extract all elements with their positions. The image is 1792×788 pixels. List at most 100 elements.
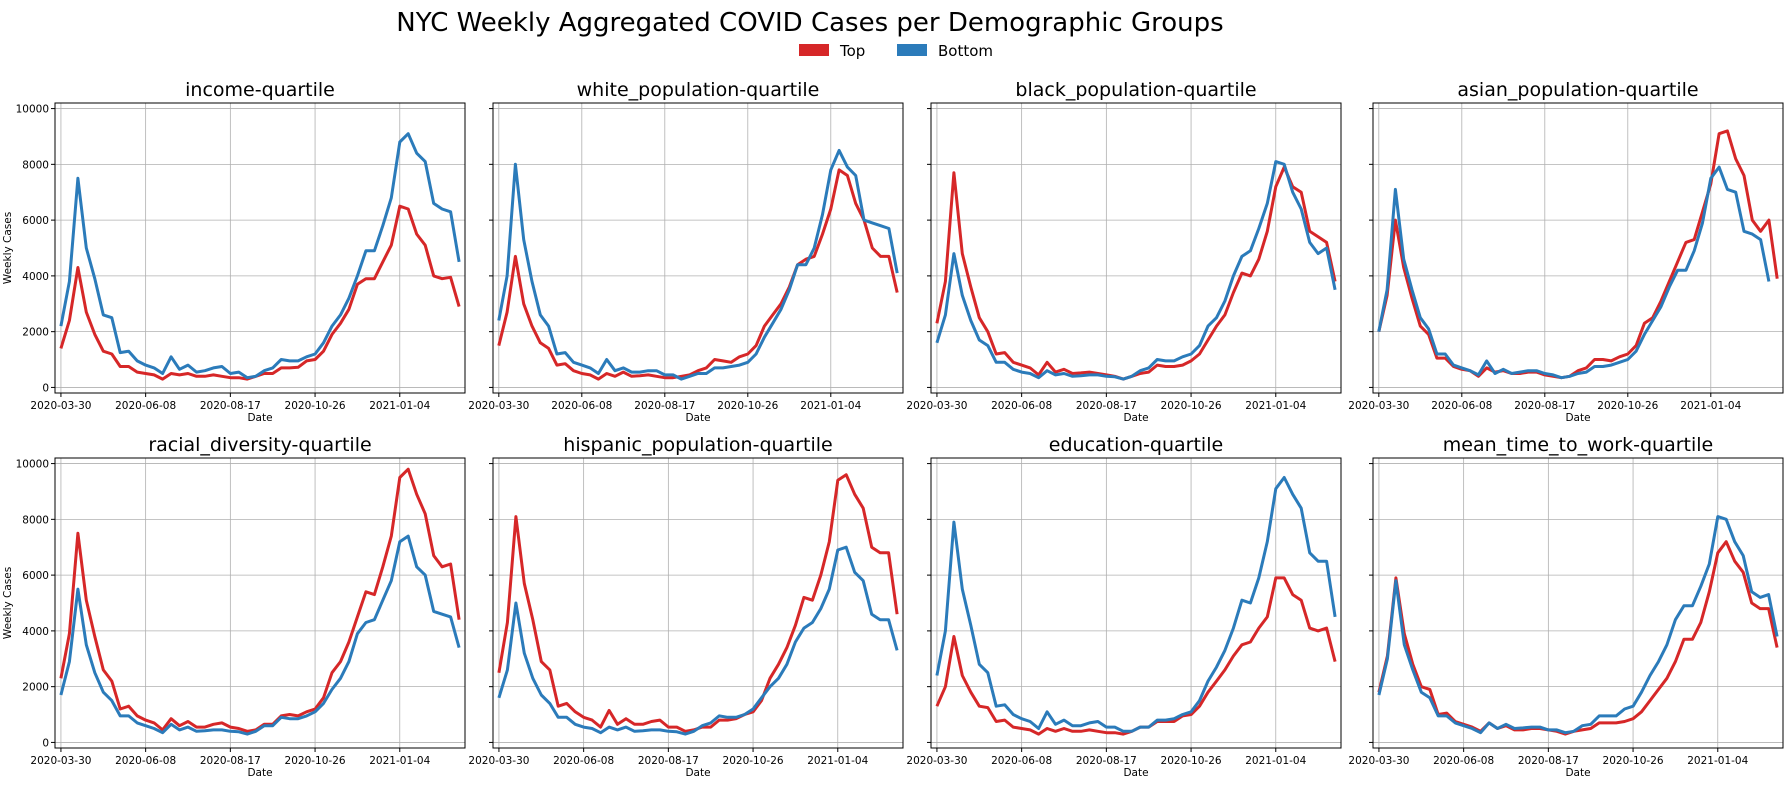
series-line-bottom [59,132,461,380]
axes-frame [1372,457,1784,749]
x-tick-label: 2020-03-30 [906,755,967,767]
axes-frame [492,457,904,749]
x-tick-label: 2020-06-08 [991,400,1052,412]
figure-title: NYC Weekly Aggregated COVID Cases per De… [396,8,1223,38]
x-axis-label: Date [247,767,272,779]
subplot-title: black_population-quartile [1015,79,1256,101]
y-tick-label: 2000 [22,327,49,339]
series-line-bottom [497,148,899,381]
series-line-top [1377,540,1779,736]
series-line-top [935,165,1337,381]
x-tick-label: 2020-10-26 [717,400,778,412]
subplot-title: asian_population-quartile [1457,79,1698,101]
x-axis-label: Date [1565,412,1590,424]
legend: Top Bottom [799,42,993,60]
x-tick-label: 2020-03-30 [468,400,529,412]
x-tick-label: 2021-01-04 [369,755,430,767]
x-tick-label: 2021-01-04 [800,400,861,412]
x-tick-label: 2020-06-08 [115,755,176,767]
x-tick-label: 2021-01-04 [1245,755,1306,767]
y-axis-label: Weekly Cases [2,212,14,284]
subplot: 2020-03-30 2020-06-08 2020-08-17 2020-10-26… [906,434,1342,779]
series-line-top [935,576,1337,736]
series-line-top [497,473,899,733]
axes-frame [492,102,904,394]
x-tick-label: 2020-03-30 [906,400,967,412]
x-tick-label: 2020-03-30 [1348,755,1409,767]
subplot-title: hispanic_population-quartile [563,434,832,456]
x-tick-label: 2020-06-08 [991,755,1052,767]
x-tick-label: 2020-06-08 [115,400,176,412]
y-tick-label: 2000 [22,682,49,694]
x-tick-label: 2020-08-17 [1514,400,1575,412]
subplot: 0 2000 4000 6000 8000 10000 2020-03-30 2020-06-… [2,434,466,779]
x-tick-label: 2020-06-08 [1433,755,1494,767]
x-tick-label: 2020-10-26 [1597,400,1658,412]
y-axis-label: Weekly Cases [2,567,14,639]
x-axis-label: Date [247,412,272,424]
series-line-bottom [1377,515,1779,735]
x-tick-label: 2020-08-17 [1076,755,1137,767]
legend-swatch-bottom [897,44,927,56]
x-axis-label: Date [685,412,710,424]
y-tick-label: 4000 [22,626,49,638]
legend-label-bottom: Bottom [938,42,993,60]
axes-frame [930,102,1342,394]
x-tick-label: 2020-10-26 [1603,755,1664,767]
subplot: 2020-03-30 2020-06-08 2020-08-17 2020-10-26… [468,79,904,424]
y-tick-label: 10000 [16,104,49,116]
x-tick-label: 2020-08-17 [1076,400,1137,412]
y-tick-label: 10000 [16,459,49,471]
x-tick-label: 2020-03-30 [1348,400,1409,412]
subplot: 2020-03-30 2020-06-08 2020-08-17 2020-10-26… [1348,79,1784,424]
x-tick-label: 2020-10-26 [285,755,346,767]
x-tick-label: 2021-01-04 [807,755,868,767]
x-tick-label: 2020-08-17 [200,400,261,412]
x-tick-label: 2021-01-04 [1245,400,1306,412]
x-tick-label: 2020-10-26 [723,755,784,767]
series-line-bottom [935,476,1337,733]
subplot-title: mean_time_to_work-quartile [1443,434,1713,456]
subplot-title: racial_diversity-quartile [148,434,371,456]
x-tick-label: 2020-10-26 [1161,400,1222,412]
y-tick-label: 8000 [22,514,49,526]
x-axis-label: Date [1123,767,1148,779]
legend-label-top: Top [839,42,865,60]
x-tick-label: 2020-10-26 [285,400,346,412]
series-line-bottom [1377,165,1771,380]
panels: 0 2000 4000 6000 8000 10000 2020-03-30 2020-06-… [2,79,1784,779]
x-tick-label: 2021-01-04 [1680,400,1741,412]
x-tick-label: 2020-03-30 [30,400,91,412]
x-tick-label: 2020-03-30 [468,755,529,767]
x-tick-label: 2020-08-17 [1518,755,1579,767]
series-line-bottom [935,160,1337,381]
axes-frame [1372,102,1784,394]
y-tick-label: 8000 [22,159,49,171]
x-tick-label: 2020-06-08 [551,400,612,412]
subplot-title: education-quartile [1049,434,1223,456]
x-tick-label: 2020-08-17 [200,755,261,767]
series-line-bottom [59,534,461,736]
x-tick-label: 2020-08-17 [634,400,695,412]
y-tick-label: 0 [42,382,49,394]
subplot: 2020-03-30 2020-06-08 2020-08-17 2020-10-26… [468,434,904,779]
x-tick-label: 2020-10-26 [1161,755,1222,767]
y-tick-label: 0 [42,737,49,749]
subplot-title: income-quartile [185,79,335,101]
subplot: 2020-03-30 2020-06-08 2020-08-17 2020-10-26… [1348,434,1784,779]
axes-frame [54,457,466,749]
x-tick-label: 2020-06-08 [553,755,614,767]
x-axis-label: Date [1123,412,1148,424]
x-tick-label: 2021-01-04 [1687,755,1748,767]
series-line-bottom [497,545,899,736]
axes-frame [930,457,1342,749]
subplot: 2020-03-30 2020-06-08 2020-08-17 2020-10-26… [906,79,1342,424]
subplot: 0 2000 4000 6000 8000 10000 2020-03-30 2020-06-… [2,79,466,424]
x-tick-label: 2020-06-08 [1431,400,1492,412]
y-tick-label: 6000 [22,570,49,582]
series-line-top [59,467,461,733]
axes-frame [54,102,466,394]
x-tick-label: 2020-08-17 [638,755,699,767]
x-tick-label: 2020-03-30 [30,755,91,767]
